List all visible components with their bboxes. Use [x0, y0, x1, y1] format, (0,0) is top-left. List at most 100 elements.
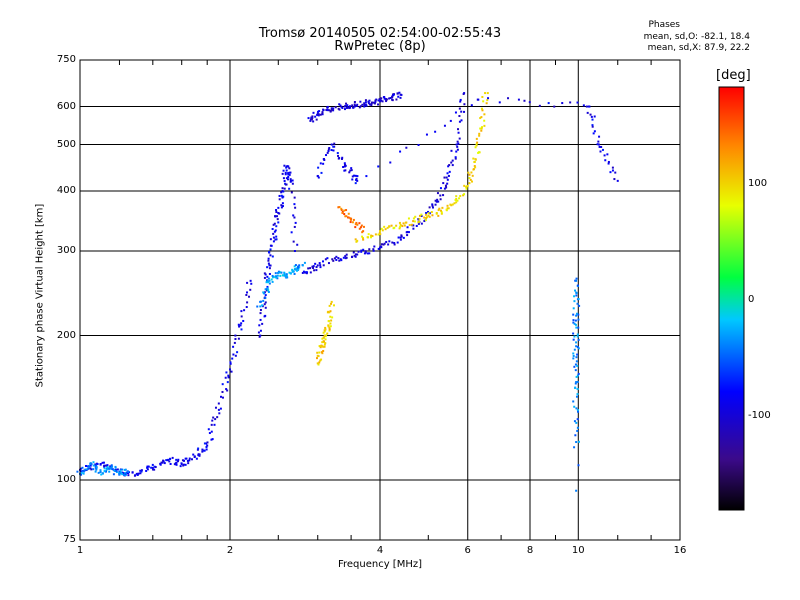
- data-point: [348, 171, 351, 174]
- data-point: [292, 214, 295, 217]
- chart-title: Tromsø 20140505 02:54:00-02:55:43: [258, 26, 502, 41]
- data-point: [370, 234, 373, 237]
- data-point: [272, 236, 275, 239]
- data-point: [455, 150, 458, 153]
- data-point: [295, 267, 298, 270]
- data-point: [460, 110, 463, 113]
- data-point: [294, 221, 297, 224]
- data-point: [439, 209, 442, 212]
- data-point: [337, 257, 340, 260]
- data-point: [613, 178, 616, 181]
- data-point: [340, 209, 343, 212]
- data-point: [575, 381, 578, 384]
- data-point: [333, 257, 336, 260]
- data-point: [374, 100, 377, 103]
- data-point: [258, 324, 261, 327]
- data-point: [80, 471, 83, 474]
- data-point: [127, 470, 130, 473]
- plot-frame: [79, 59, 681, 541]
- data-point: [82, 470, 85, 473]
- data-point: [359, 105, 362, 108]
- data-point: [370, 104, 373, 107]
- data-point: [364, 99, 367, 102]
- data-point: [210, 423, 213, 426]
- data-point: [573, 420, 576, 423]
- data-point: [538, 104, 541, 107]
- data-point: [465, 185, 468, 188]
- data-point: [166, 459, 169, 462]
- data-point: [344, 169, 347, 172]
- data-point: [572, 307, 575, 310]
- data-point: [366, 252, 369, 255]
- data-point: [398, 91, 401, 94]
- data-point: [262, 291, 265, 294]
- data-point: [175, 461, 178, 464]
- data-point: [289, 272, 292, 275]
- data-point: [350, 217, 353, 220]
- data-point: [354, 238, 357, 241]
- data-point: [243, 309, 246, 312]
- data-point: [523, 99, 526, 102]
- data-point: [396, 241, 399, 244]
- data-point: [89, 467, 92, 470]
- data-point: [573, 335, 576, 338]
- data-point: [468, 177, 471, 180]
- chart-subtitle: RwPretec (8p): [334, 39, 426, 54]
- data-point: [240, 328, 243, 331]
- data-point: [307, 117, 310, 120]
- data-point: [331, 316, 334, 319]
- data-point: [326, 105, 329, 108]
- data-point: [151, 466, 154, 469]
- data-point: [317, 166, 320, 169]
- data-point: [455, 195, 458, 198]
- data-point: [322, 158, 325, 161]
- data-point: [162, 460, 165, 463]
- data-point: [395, 98, 398, 101]
- data-point: [352, 218, 355, 221]
- data-point: [121, 468, 124, 471]
- data-point: [94, 463, 97, 466]
- data-point: [345, 102, 348, 105]
- colorbar-tick-minus100: -100: [748, 410, 771, 421]
- data-point: [265, 288, 268, 291]
- data-point: [161, 461, 164, 464]
- data-point: [330, 300, 333, 303]
- data-point: [337, 206, 340, 209]
- data-point: [311, 115, 314, 118]
- data-point: [94, 470, 97, 473]
- data-point: [261, 322, 264, 325]
- data-point: [478, 151, 481, 154]
- data-point: [472, 168, 475, 171]
- data-point: [317, 363, 320, 366]
- data-point: [290, 191, 293, 194]
- data-point: [282, 195, 285, 198]
- data-point: [575, 326, 578, 329]
- data-point: [208, 432, 211, 435]
- data-point: [211, 419, 214, 422]
- data-point: [440, 211, 443, 214]
- data-point: [183, 459, 186, 462]
- data-point: [259, 312, 262, 315]
- data-point: [237, 337, 240, 340]
- x-tick-label: 2: [226, 545, 234, 556]
- data-point: [402, 222, 405, 225]
- data-point: [344, 164, 347, 167]
- data-point: [337, 157, 340, 160]
- data-point: [400, 235, 403, 238]
- data-point: [277, 206, 280, 209]
- data-point: [451, 203, 454, 206]
- data-point: [330, 149, 333, 152]
- data-point: [442, 182, 445, 185]
- data-point: [108, 467, 111, 470]
- data-point: [280, 204, 283, 207]
- data-point: [393, 243, 396, 246]
- data-point: [293, 268, 296, 271]
- data-point: [102, 461, 105, 464]
- data-point: [110, 466, 113, 469]
- data-point: [353, 105, 356, 108]
- data-point: [127, 474, 130, 477]
- data-point: [140, 470, 143, 473]
- data-point: [76, 470, 79, 473]
- data-point: [205, 442, 208, 445]
- data-point: [312, 266, 315, 269]
